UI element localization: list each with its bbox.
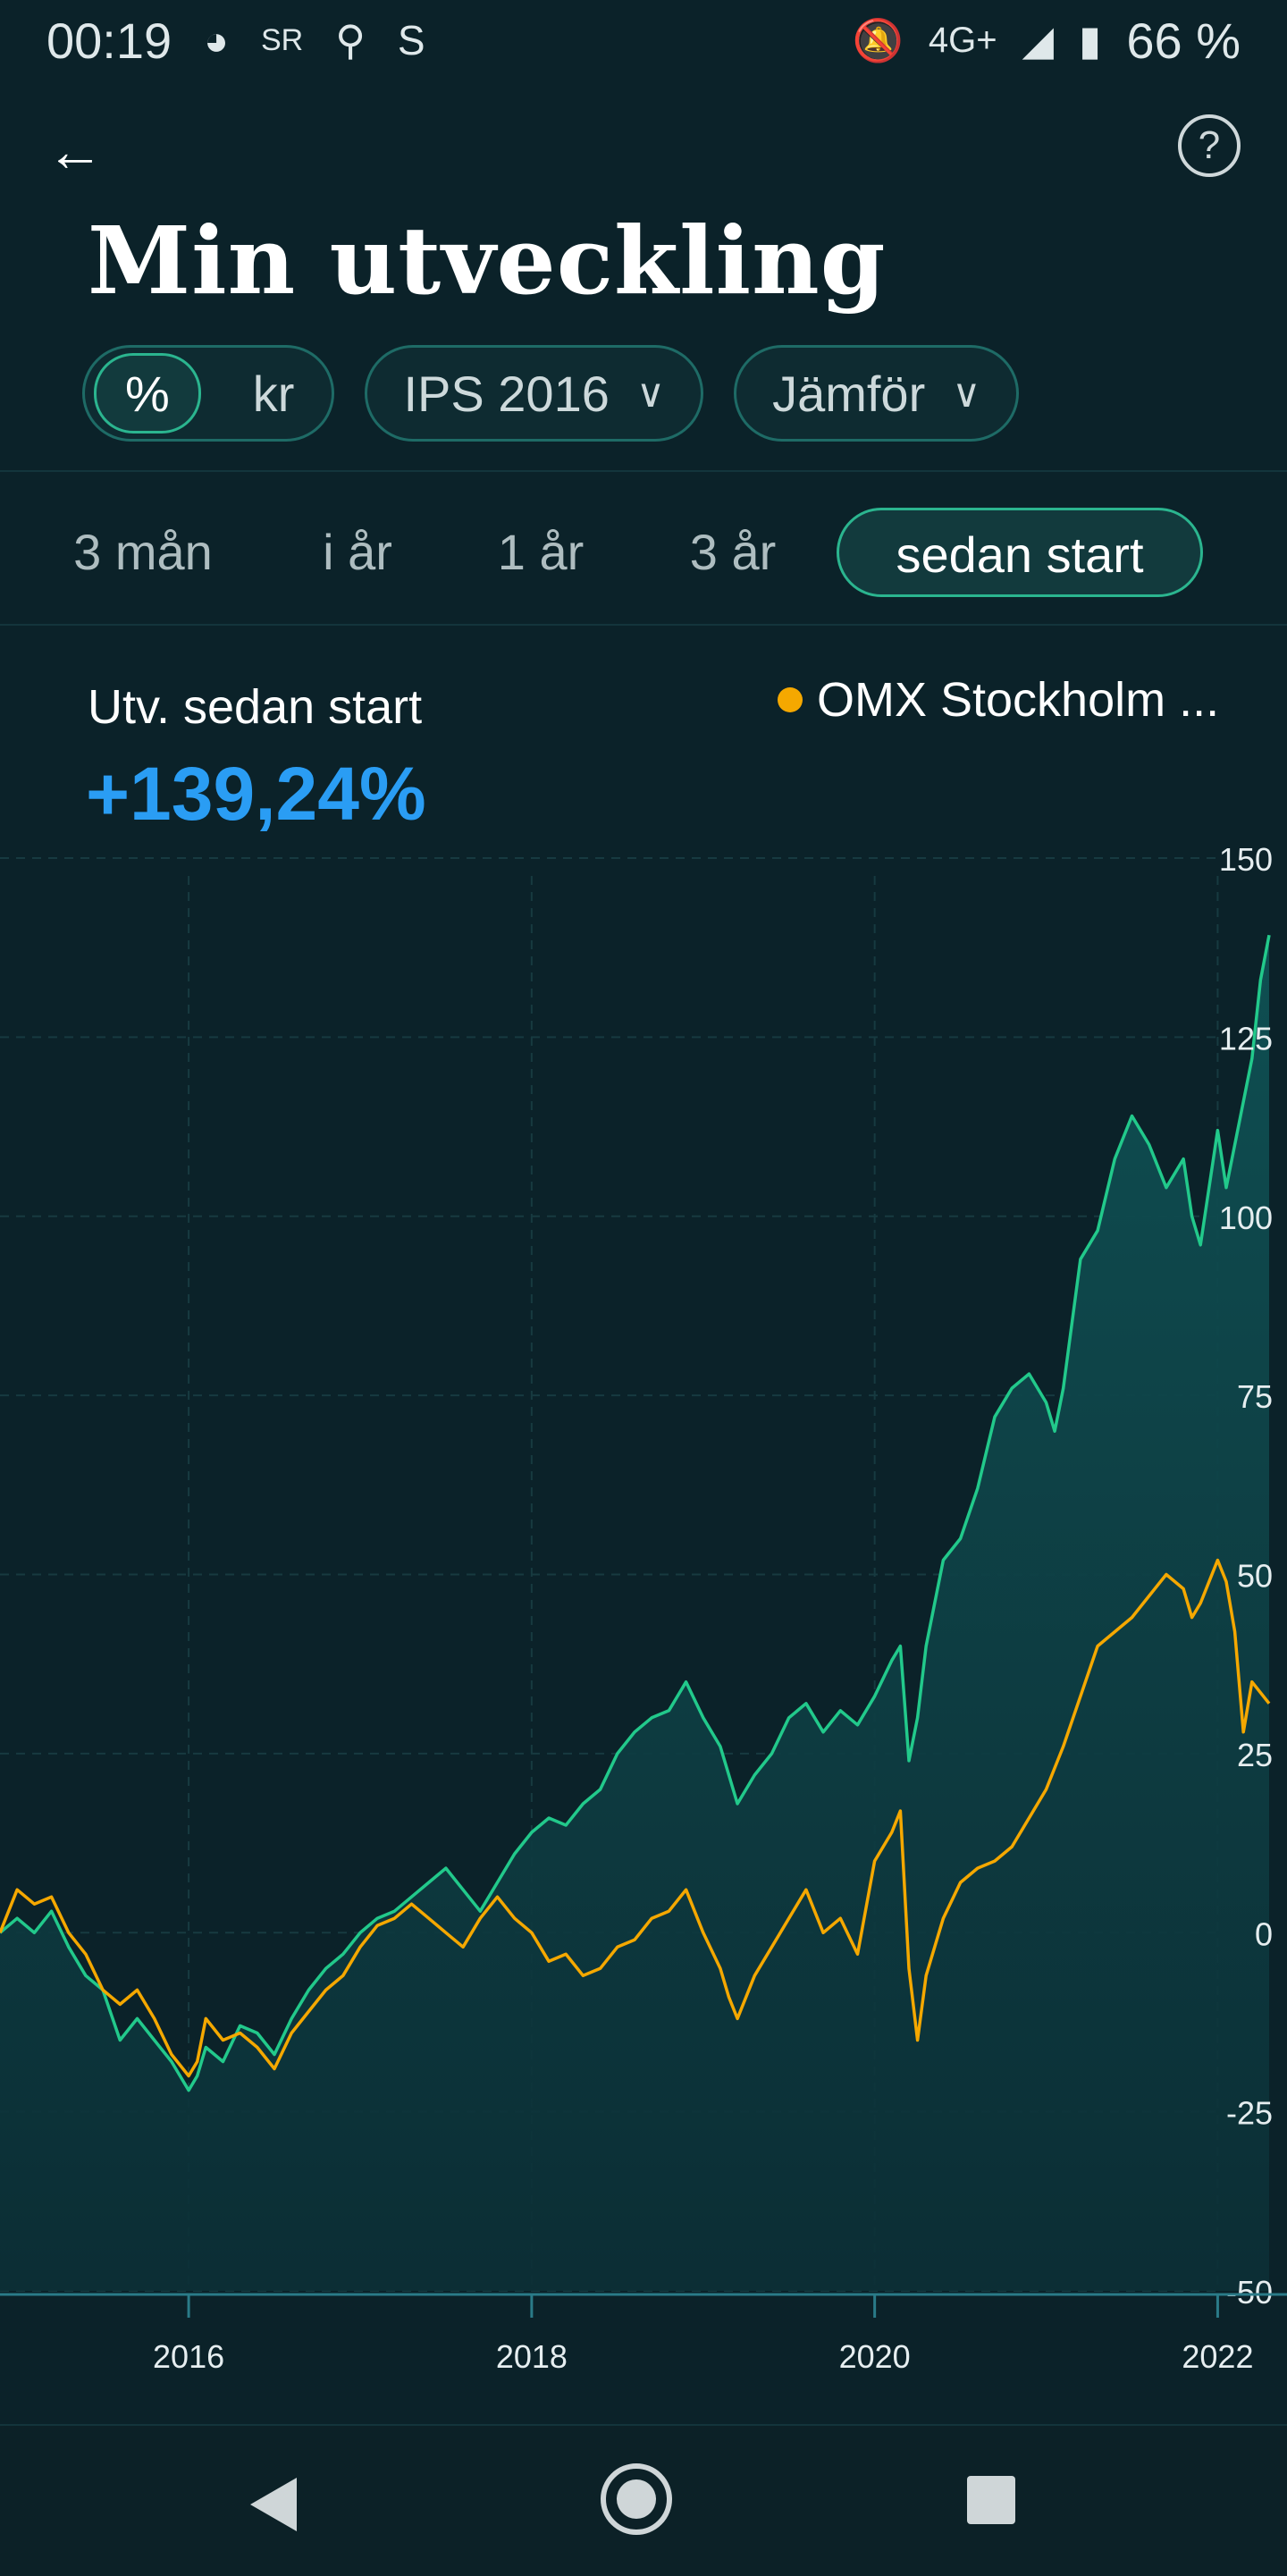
- back-button[interactable]: ←: [46, 118, 118, 183]
- shazam-icon: ◕: [204, 17, 229, 63]
- nav-home-icon[interactable]: [601, 2463, 672, 2535]
- period-tabs: 3 mån i år 1 år 3 år sedan start: [0, 490, 1287, 606]
- unit-option-kr[interactable]: kr: [252, 365, 295, 422]
- filter-chips: % kr IPS 2016 ∨ Jämför ∨: [82, 345, 1020, 442]
- battery-percent: 66 %: [1126, 12, 1241, 69]
- y-tick-label: 150: [1219, 841, 1273, 878]
- status-left: 00:19 ◕ SR ⚲ S: [46, 12, 425, 70]
- account-dropdown[interactable]: IPS 2016 ∨: [365, 345, 704, 442]
- status-time: 00:19: [46, 12, 172, 69]
- tab-3-ar[interactable]: 3 år: [689, 524, 777, 580]
- top-toolbar: ← ?: [0, 105, 1287, 186]
- system-nav-bar: [0, 2424, 1287, 2576]
- y-axis-ticks: 150 125 100 75 50 25 0 -25 -50: [1219, 841, 1273, 2311]
- nav-recents-icon[interactable]: [967, 2476, 1015, 2524]
- y-tick-label: 50: [1237, 1558, 1273, 1595]
- notifications-off-icon: 🔕: [852, 16, 904, 63]
- tab-i-ar[interactable]: i år: [323, 524, 392, 580]
- network-type: 4G+: [928, 20, 997, 60]
- y-tick-label: 125: [1219, 1020, 1273, 1056]
- nav-back-icon[interactable]: [250, 2478, 297, 2531]
- chart-lines-layer: [0, 934, 1271, 2092]
- chart-legend: OMX Stockholm ...: [778, 672, 1219, 728]
- benchmark-line: [0, 1558, 1271, 2078]
- help-circle-icon: ?: [1198, 123, 1221, 167]
- performance-chart[interactable]: 150 125 100 75 50 25 0 -25 -50 2016 2018 2020 2022: [0, 840, 1287, 2395]
- x-tick-label: 2022: [1182, 2338, 1253, 2375]
- status-bar: 00:19 ◕ SR ⚲ S 🔕 4G+ ◢ ▮ 66 %: [0, 0, 1287, 80]
- signal-icon: ◢: [1022, 17, 1055, 63]
- legend-dot: [778, 687, 803, 712]
- compare-label: Jämför: [772, 365, 926, 422]
- tab-1-ar[interactable]: 1 år: [497, 524, 585, 580]
- y-tick-label: 75: [1237, 1378, 1273, 1415]
- help-button[interactable]: ?: [1178, 114, 1241, 177]
- summary-value: +139,24%: [86, 752, 426, 836]
- summary-label: Utv. sedan start: [88, 680, 423, 734]
- s-icon: S: [397, 17, 425, 63]
- x-tick-label: 2016: [153, 2338, 224, 2375]
- y-tick-label: 100: [1219, 1200, 1273, 1236]
- compare-dropdown[interactable]: Jämför ∨: [734, 345, 1020, 442]
- sr-icon: SR: [260, 22, 304, 57]
- unit-toggle: % kr: [82, 345, 335, 442]
- divider: [0, 470, 1287, 472]
- account-label: IPS 2016: [403, 365, 610, 422]
- portfolio-area: [0, 935, 1269, 2291]
- page-title: Min utveckling: [88, 206, 887, 316]
- arrow-left-icon: ←: [46, 119, 104, 183]
- portfolio-line: [0, 934, 1271, 2092]
- unit-option-percent[interactable]: %: [94, 353, 201, 434]
- tab-3-man[interactable]: 3 mån: [73, 524, 213, 580]
- battery-icon: ▮: [1079, 17, 1102, 63]
- divider: [0, 624, 1287, 626]
- chevron-down-icon: ∨: [952, 371, 981, 416]
- tab-sedan-start[interactable]: sedan start: [837, 508, 1203, 597]
- legend-benchmark-label: OMX Stockholm ...: [817, 673, 1220, 727]
- y-tick-label: 0: [1255, 1915, 1273, 1952]
- y-tick-label: -25: [1226, 2095, 1273, 2132]
- x-tick-label: 2018: [496, 2338, 568, 2375]
- x-axis-ticks: 2016 2018 2020 2022: [0, 2293, 1287, 2375]
- location-icon: ⚲: [335, 17, 366, 63]
- status-right: 🔕 4G+ ◢ ▮ 66 %: [853, 12, 1241, 70]
- chart-area-layer: [0, 935, 1269, 2291]
- x-tick-label: 2020: [839, 2338, 911, 2375]
- y-tick-label: -50: [1226, 2274, 1273, 2311]
- y-tick-label: 25: [1237, 1737, 1273, 1773]
- chevron-down-icon: ∨: [635, 371, 666, 416]
